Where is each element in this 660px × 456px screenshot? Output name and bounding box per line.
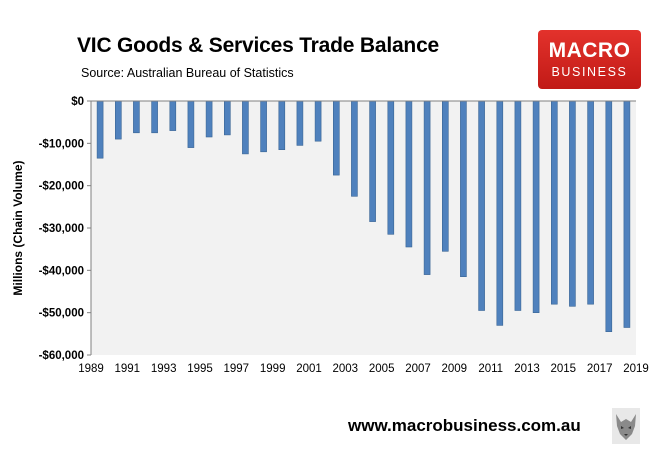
chart-title: VIC Goods & Services Trade Balance: [77, 34, 440, 57]
x-tick-label: 2007: [405, 363, 431, 375]
x-tick-label: 1995: [187, 363, 213, 375]
bar-1991: [115, 100, 122, 140]
x-tick-label: 2015: [551, 363, 577, 375]
x-tick-label: 2005: [369, 363, 395, 375]
bar-2017: [587, 100, 594, 305]
bar-2011: [478, 100, 485, 311]
bar-1994: [169, 100, 177, 131]
macrobusiness-logo: MACRO BUSINESS: [538, 30, 641, 89]
bar-1996: [205, 100, 213, 138]
bar-2006: [387, 100, 395, 235]
y-tick-label: -$50,000: [39, 308, 84, 320]
bar-2010: [460, 100, 467, 277]
x-tick-label: 2011: [478, 363, 503, 375]
bar-2000: [278, 100, 286, 151]
x-tick-label: 2013: [514, 363, 540, 375]
bar-2018: [605, 100, 613, 332]
website-url: www.macrobusiness.com.au: [348, 416, 581, 435]
bar-2005: [369, 100, 376, 222]
bar-2007: [405, 100, 413, 248]
bar-2012: [496, 100, 504, 326]
y-tick-label: -$10,000: [39, 138, 84, 150]
bar-1992: [133, 100, 140, 134]
bar-2001: [296, 100, 304, 146]
y-tick-label: -$20,000: [39, 181, 84, 193]
y-tick-label: -$30,000: [39, 223, 84, 235]
bar-2016: [569, 100, 576, 307]
x-ticks-group: 1989 1991 1993 1995 1997 1999 2001 2003 2005 2007…: [78, 363, 649, 375]
source-note: Source: Australian Bureau of Statistics: [81, 66, 294, 80]
bar-1997: [224, 100, 231, 136]
x-tick-label: 2017: [587, 363, 613, 375]
wolf-logo-icon: [612, 408, 640, 444]
bar-2002: [314, 100, 322, 142]
plot-background: [91, 101, 636, 355]
y-tick-label: -$40,000: [39, 265, 84, 277]
bar-2004: [351, 100, 358, 197]
x-tick-label: 2001: [296, 363, 322, 375]
x-tick-label: 1999: [260, 363, 286, 375]
y-ticks-group: $0 -$10,000 -$20,000 -$30,000 -$40,000 -$50,0…: [39, 96, 91, 362]
x-tick-label: 2009: [442, 363, 468, 375]
x-tick-label: 1991: [115, 363, 141, 375]
bar-2009: [441, 100, 449, 252]
logo-line2: BUSINESS: [551, 65, 628, 79]
y-tick-label: -$60,000: [39, 350, 84, 362]
x-tick-label: 1989: [78, 363, 104, 375]
x-tick-label: 1993: [151, 363, 177, 375]
bar-2019: [623, 100, 631, 328]
logo-line1: MACRO: [548, 39, 631, 62]
bar-1990: [96, 100, 104, 159]
bars-group: [96, 100, 631, 332]
x-tick-label: 2003: [333, 363, 359, 375]
x-tick-label: 1997: [224, 363, 250, 375]
bar-1993: [151, 100, 158, 134]
x-tick-label: 2019: [623, 363, 649, 375]
bar-2013: [514, 100, 522, 311]
bar-1995: [187, 100, 195, 148]
bar-2008: [423, 100, 431, 275]
bar-1999: [260, 100, 267, 153]
bar-2003: [332, 100, 340, 176]
y-tick-label: $0: [71, 96, 84, 108]
bar-2015: [550, 100, 558, 305]
bar-2014: [532, 100, 540, 313]
y-axis-label: Millions (Chain Volume): [11, 160, 25, 295]
bar-1998: [242, 100, 249, 155]
